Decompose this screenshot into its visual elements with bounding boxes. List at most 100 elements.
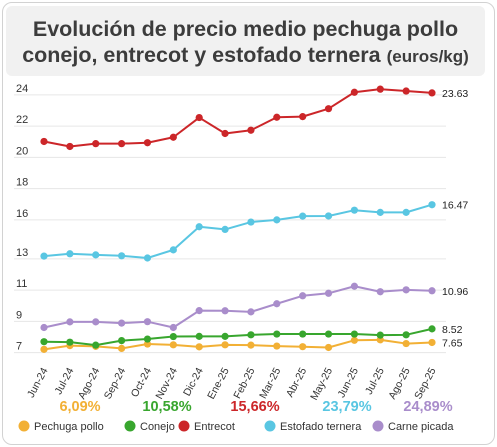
legend-label: Pechuga pollo	[34, 421, 104, 433]
series-line-0	[43, 338, 433, 351]
x-tick-label: Jul-24	[52, 366, 76, 397]
chart-title-line1: Evolución de precio medio pechuga pollo	[32, 17, 459, 41]
data-point	[40, 338, 48, 346]
end-value-label: 7.65	[442, 337, 463, 349]
data-point	[428, 325, 436, 333]
end-value-label: 16.47	[442, 200, 468, 212]
x-tick-label: Mar-25	[257, 366, 283, 401]
data-point	[376, 288, 384, 296]
x-tick-label: Abr-25	[284, 366, 309, 400]
data-point	[92, 318, 100, 326]
data-point	[247, 218, 255, 226]
end-value-label: 23.63	[442, 88, 468, 100]
data-point	[299, 292, 307, 300]
x-tick-label: Ago-25	[386, 366, 413, 402]
data-point	[40, 345, 48, 353]
y-tick-label: 18	[16, 177, 28, 189]
data-point	[195, 223, 203, 231]
data-point	[350, 206, 358, 214]
data-point	[195, 343, 203, 351]
data-point	[324, 343, 333, 352]
series-line-3	[43, 203, 433, 259]
data-point	[221, 332, 229, 340]
data-point	[143, 335, 152, 343]
data-point	[402, 87, 410, 95]
legend-swatch	[124, 420, 136, 432]
data-point	[195, 332, 203, 340]
x-tick-label: May-25	[308, 366, 335, 403]
data-point	[143, 139, 152, 147]
x-tick-label: Oct-24	[129, 366, 154, 400]
data-point	[273, 216, 281, 224]
data-point	[221, 341, 229, 349]
data-point	[66, 142, 74, 151]
data-point	[66, 250, 74, 258]
data-point	[324, 212, 333, 220]
data-point	[195, 307, 203, 315]
end-value-label: 10.96	[442, 286, 468, 298]
data-point	[273, 113, 281, 121]
data-point	[118, 344, 126, 353]
data-point	[428, 89, 436, 97]
data-point	[118, 337, 126, 345]
data-point	[195, 113, 203, 122]
y-tick-label: 16	[16, 208, 28, 220]
data-point	[143, 254, 152, 262]
y-tick-label: 7	[16, 341, 22, 353]
legend-label: Conejo	[140, 421, 175, 433]
legend-label: Estofado ternera	[280, 421, 362, 433]
series-change-label: 15,66%	[230, 399, 279, 415]
data-point	[247, 308, 255, 316]
data-point	[402, 208, 410, 216]
data-point	[143, 318, 152, 326]
data-point	[299, 113, 307, 121]
data-point	[118, 319, 126, 327]
x-tick-label: Sep-24	[102, 366, 129, 402]
x-tick-label: Sep-25	[412, 366, 439, 402]
y-tick-label: 20	[16, 145, 28, 157]
data-point	[402, 331, 410, 339]
x-tick-label: Jun-25	[335, 366, 361, 400]
chart-title-line2: conejo, entrecot y estofado ternera	[22, 43, 381, 67]
data-point	[324, 330, 333, 338]
data-point	[92, 140, 100, 148]
data-point	[247, 331, 255, 339]
series-change-label: 10,58%	[142, 399, 191, 415]
data-point	[247, 341, 255, 349]
chart-title: Evolución de precio medio pechuga pollo …	[6, 6, 485, 70]
series-change-label: 23,79%	[322, 399, 371, 415]
legend-swatch	[18, 420, 30, 432]
data-point	[299, 343, 307, 351]
y-tick-label: 22	[16, 114, 28, 126]
data-point	[402, 339, 410, 348]
data-point	[350, 336, 358, 344]
data-point	[169, 341, 177, 349]
data-point	[40, 323, 48, 332]
data-point	[92, 341, 100, 349]
data-point	[221, 307, 229, 315]
x-tick-label: Feb-25	[231, 366, 257, 401]
data-point	[40, 137, 48, 146]
data-point	[169, 332, 177, 341]
data-point	[402, 286, 410, 294]
series-line-2	[43, 88, 433, 148]
data-point	[376, 85, 384, 93]
end-value-label: 8.52	[442, 324, 463, 336]
data-point	[169, 246, 177, 254]
data-point	[118, 140, 126, 148]
data-point	[66, 338, 74, 346]
data-point	[428, 338, 436, 347]
legend-swatch	[178, 420, 190, 432]
series-line-4	[43, 285, 433, 329]
legend-swatch	[372, 420, 384, 432]
data-point	[428, 201, 436, 209]
x-tick-label: Ene-25	[205, 366, 232, 402]
data-point	[143, 340, 152, 348]
x-tick-label: Dic-24	[181, 366, 206, 399]
data-point	[273, 342, 281, 350]
data-point	[169, 323, 177, 332]
data-point	[350, 282, 358, 290]
data-point	[92, 251, 100, 259]
y-tick-label: 24	[16, 83, 28, 95]
